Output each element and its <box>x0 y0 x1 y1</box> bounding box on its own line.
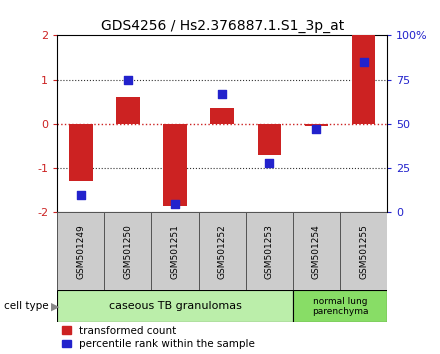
Point <box>77 192 84 198</box>
Point <box>219 91 226 97</box>
Point <box>125 77 132 82</box>
FancyBboxPatch shape <box>104 212 151 290</box>
Legend: transformed count, percentile rank within the sample: transformed count, percentile rank withi… <box>62 326 255 349</box>
Bar <box>352 35 375 124</box>
FancyBboxPatch shape <box>57 212 104 290</box>
FancyBboxPatch shape <box>246 212 293 290</box>
Point <box>360 59 367 65</box>
Bar <box>116 97 140 124</box>
Text: GSM501255: GSM501255 <box>359 224 368 279</box>
Bar <box>305 124 328 126</box>
Text: GSM501251: GSM501251 <box>171 224 180 279</box>
Text: cell type: cell type <box>4 301 49 311</box>
Text: GSM501254: GSM501254 <box>312 224 321 279</box>
Title: GDS4256 / Hs2.376887.1.S1_3p_at: GDS4256 / Hs2.376887.1.S1_3p_at <box>101 19 344 33</box>
Text: GSM501249: GSM501249 <box>76 224 85 279</box>
Bar <box>257 124 281 155</box>
FancyBboxPatch shape <box>198 212 246 290</box>
Point <box>313 126 320 132</box>
FancyBboxPatch shape <box>57 290 293 322</box>
Text: caseous TB granulomas: caseous TB granulomas <box>109 301 242 311</box>
FancyBboxPatch shape <box>340 212 387 290</box>
Text: GSM501252: GSM501252 <box>218 224 227 279</box>
Text: ▶: ▶ <box>51 301 59 311</box>
Bar <box>69 124 92 181</box>
Text: GSM501250: GSM501250 <box>123 224 132 279</box>
FancyBboxPatch shape <box>293 212 340 290</box>
FancyBboxPatch shape <box>293 290 387 322</box>
Point <box>172 201 179 206</box>
Bar <box>163 124 187 206</box>
FancyBboxPatch shape <box>151 212 198 290</box>
Text: GSM501253: GSM501253 <box>265 224 274 279</box>
Point <box>266 160 273 166</box>
Bar <box>210 108 234 124</box>
Text: normal lung
parenchyma: normal lung parenchyma <box>312 297 368 316</box>
